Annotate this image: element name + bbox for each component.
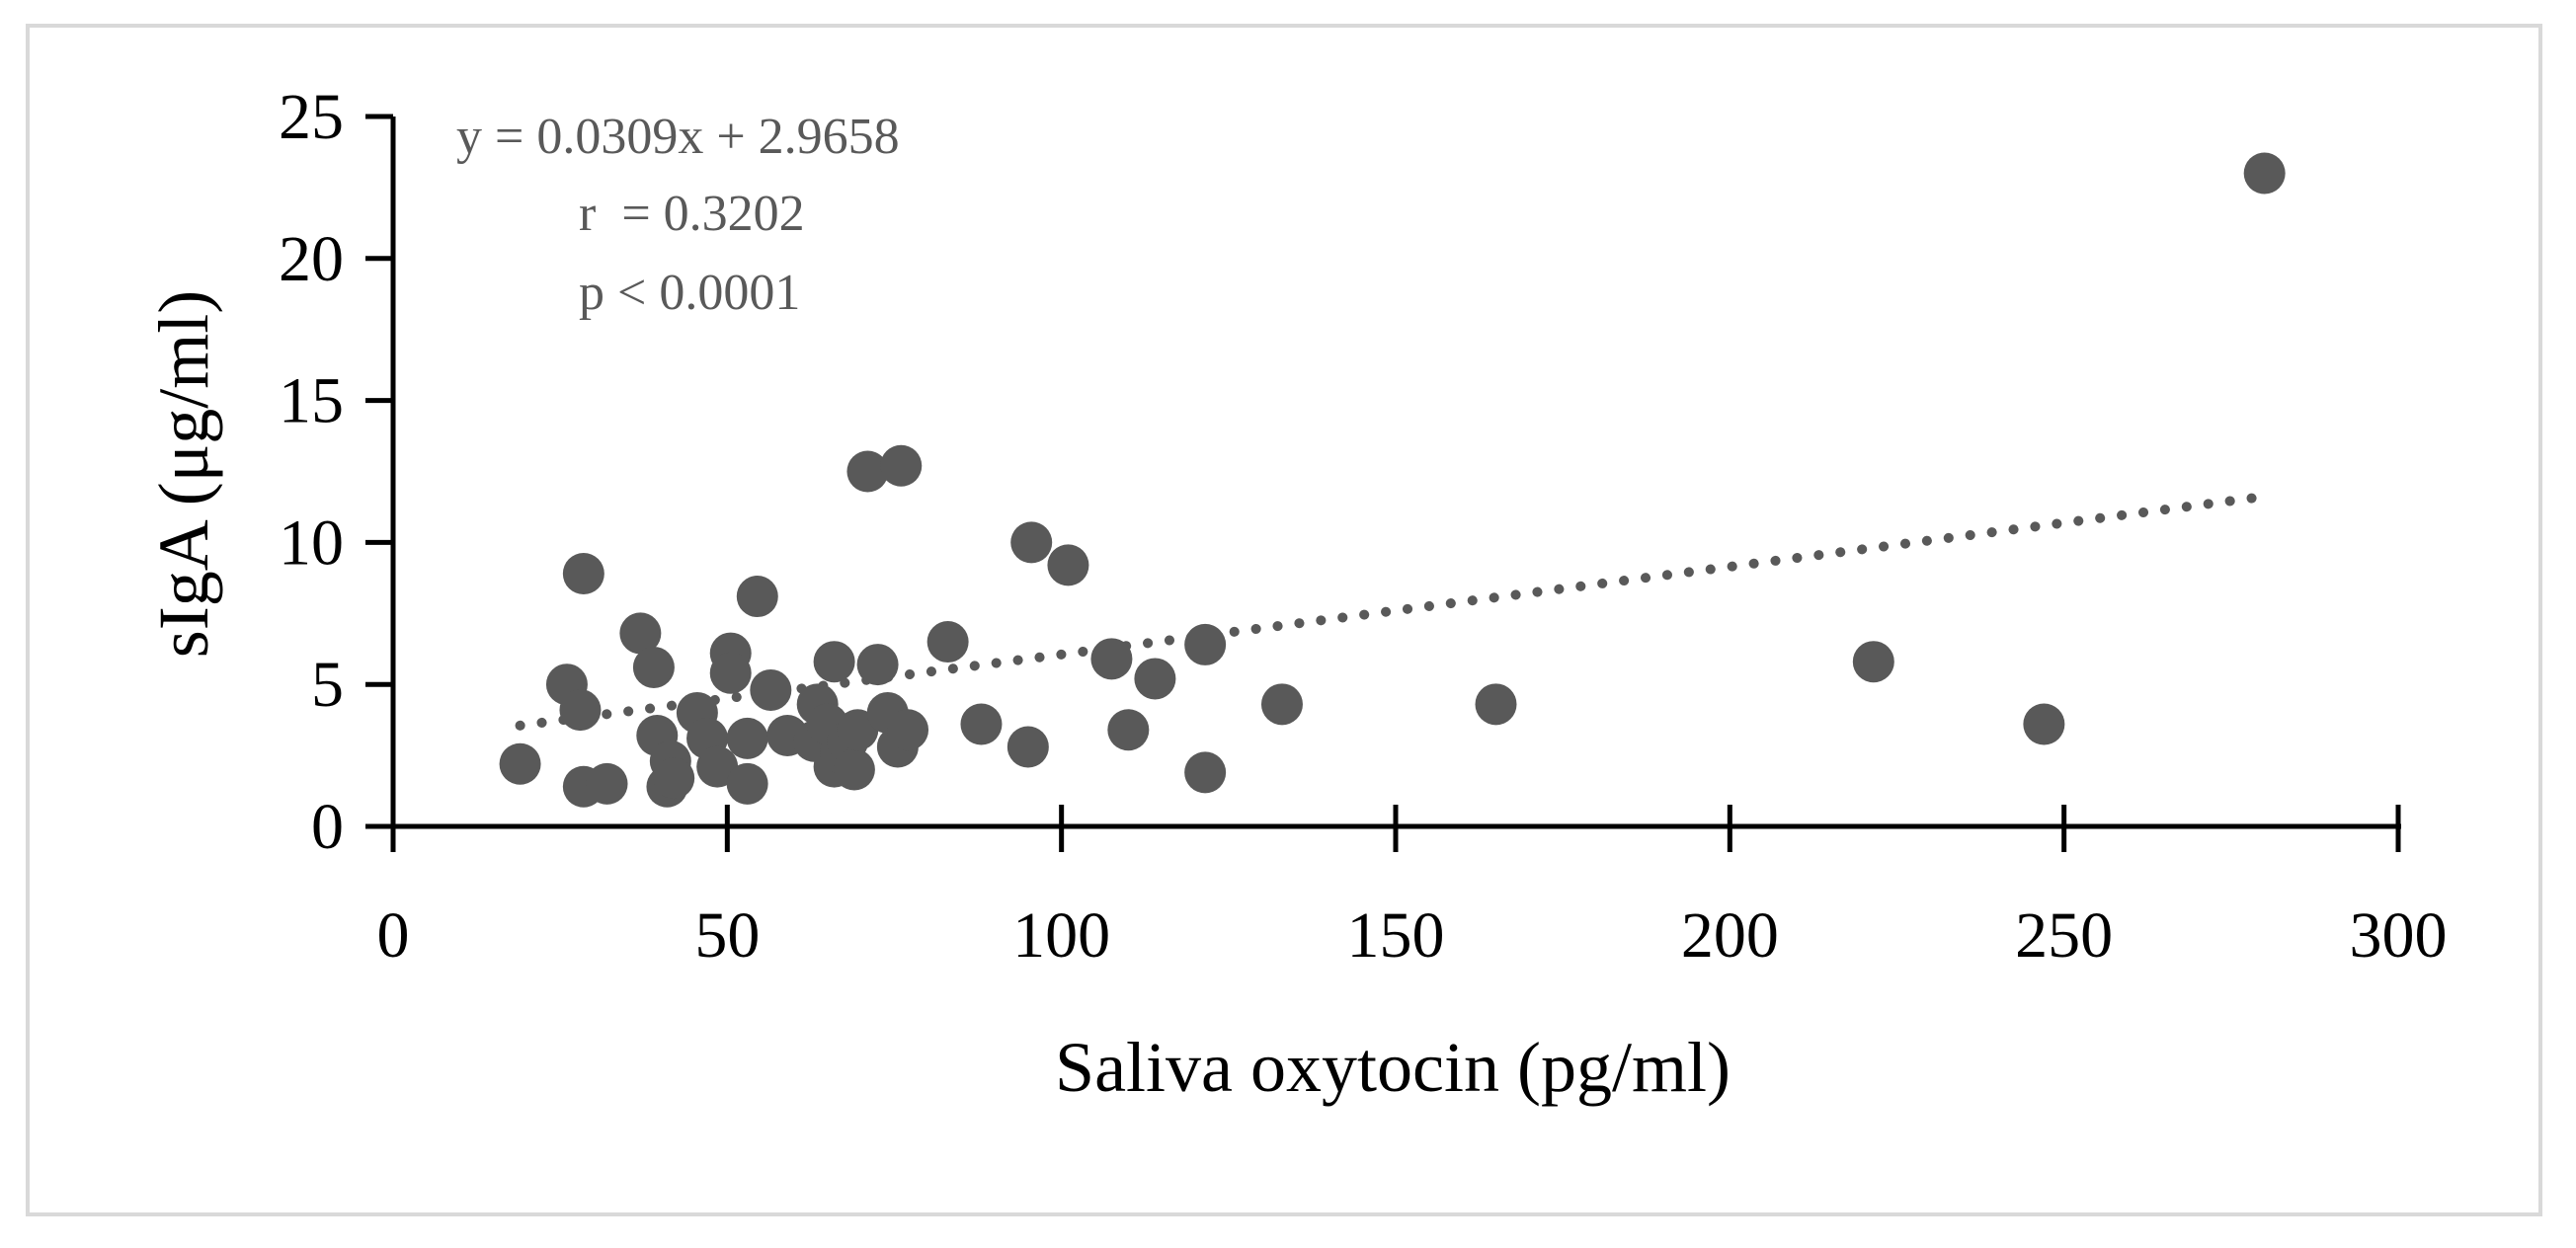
data-point — [726, 717, 768, 759]
correlation-coefficient: r = 0.3202 — [579, 186, 805, 242]
y-tick-layer: 0 5 10 15 20 25 — [279, 81, 393, 863]
data-point — [562, 553, 604, 595]
x-axis-title: Saliva oxytocin (pg/ml) — [1055, 1028, 1731, 1107]
y-axis-title: sIgA (μg/ml) — [144, 290, 223, 659]
point-layer — [499, 152, 2286, 808]
x-tick-label: 250 — [2015, 899, 2113, 972]
data-point — [653, 757, 695, 800]
x-tick-label: 100 — [1012, 899, 1110, 972]
y-tick-label: 25 — [279, 81, 344, 153]
data-point — [586, 762, 628, 805]
y-tick-label: 10 — [279, 507, 344, 579]
y-tick-label: 15 — [279, 365, 344, 437]
trendline — [515, 491, 2270, 731]
x-tick-layer: 0 50 100 150 200 250 300 — [377, 805, 2448, 972]
data-point — [750, 668, 792, 711]
data-point — [709, 652, 752, 694]
x-tick-label: 0 — [377, 899, 410, 972]
x-tick-label: 150 — [1347, 899, 1445, 972]
data-point — [2023, 703, 2065, 745]
data-point — [1090, 638, 1133, 680]
data-point — [1852, 641, 1894, 683]
y-tick-label: 20 — [279, 223, 344, 295]
data-point — [1184, 751, 1227, 794]
data-point — [880, 444, 923, 487]
x-tick-label: 300 — [2350, 899, 2448, 972]
data-point — [1260, 683, 1303, 726]
data-point — [619, 612, 662, 655]
data-point — [1047, 544, 1089, 586]
data-point — [1475, 683, 1517, 726]
data-point — [736, 576, 778, 618]
x-tick-label: 200 — [1681, 899, 1779, 972]
data-point — [856, 644, 899, 686]
data-point — [1107, 709, 1150, 751]
data-point — [1006, 726, 1049, 768]
data-point — [833, 748, 875, 791]
regression-equation: y = 0.0309x + 2.9658 — [456, 109, 900, 165]
data-point — [837, 709, 879, 751]
y-tick-label: 0 — [311, 791, 344, 863]
data-point — [726, 762, 768, 805]
x-tick-label: 50 — [694, 899, 760, 972]
data-point — [926, 621, 969, 663]
y-tick-label: 5 — [311, 649, 344, 721]
p-value: p < 0.0001 — [579, 265, 800, 321]
data-point — [813, 641, 855, 683]
data-point — [1184, 623, 1227, 665]
data-point — [1010, 521, 1053, 564]
trendline-layer — [515, 491, 2270, 731]
data-point — [846, 450, 889, 493]
data-point — [696, 745, 739, 788]
chart-frame — [26, 24, 2542, 1216]
data-point — [960, 703, 1003, 745]
data-point — [2243, 152, 2286, 195]
data-point — [632, 646, 675, 688]
data-point — [1134, 658, 1176, 700]
data-point — [559, 689, 602, 732]
data-point — [887, 709, 929, 751]
data-point — [499, 742, 541, 785]
